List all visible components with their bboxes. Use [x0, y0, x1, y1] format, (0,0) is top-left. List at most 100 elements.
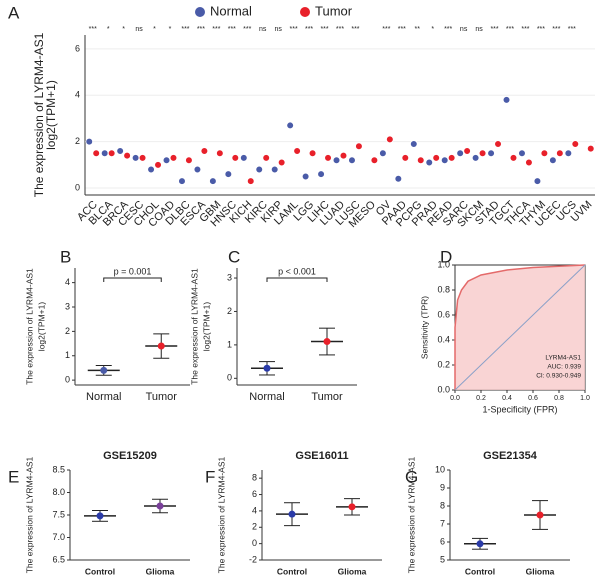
- chart-title: GSE16011: [295, 450, 348, 462]
- median-dot: [131, 153, 140, 162]
- median-dot: [262, 153, 271, 162]
- y-tick-label: 6: [252, 489, 257, 499]
- median-dot: [246, 177, 255, 186]
- bracket: [266, 277, 328, 282]
- significance: ns: [475, 26, 483, 33]
- median-dot: [571, 139, 580, 148]
- median-dot: [293, 146, 302, 155]
- y-tick-label: 6: [75, 43, 80, 53]
- chart-title: GSE21354: [483, 450, 538, 462]
- y-tick-label: 0: [252, 538, 257, 548]
- significance: ***: [382, 26, 390, 33]
- median-dot: [447, 153, 456, 162]
- median-dot: [308, 149, 317, 158]
- median-dot: [208, 177, 217, 186]
- significance: *: [107, 26, 110, 33]
- y-tick-label: 4: [252, 505, 257, 515]
- mean-dot: [288, 510, 296, 518]
- legend-label: Tumor: [315, 3, 353, 18]
- y-tick-label: 0.6: [437, 309, 450, 319]
- x-tick-label: Normal: [86, 391, 121, 403]
- median-dot: [370, 156, 379, 165]
- panel-letter: F: [205, 467, 215, 486]
- significance: ***: [197, 26, 205, 33]
- legend-swatch: [300, 7, 310, 17]
- significance: *: [169, 26, 172, 33]
- y-axis-label: Sensitivity (TPR): [419, 296, 429, 359]
- median-dot: [193, 165, 202, 174]
- median-dot: [184, 156, 193, 165]
- mean-dot: [536, 511, 544, 519]
- mean-dot: [100, 366, 108, 374]
- median-dot: [555, 149, 564, 158]
- y-tick-label: 2: [75, 136, 80, 146]
- significance: ***: [444, 26, 452, 33]
- median-dot: [409, 139, 418, 148]
- significance: ***: [320, 26, 328, 33]
- median-dot: [107, 149, 116, 158]
- legend-text: CI: 0.930-0.949: [536, 373, 581, 380]
- y-tick-label: 8.0: [52, 487, 65, 497]
- y-tick-label: 0: [65, 375, 70, 385]
- mean-dot: [476, 540, 484, 548]
- median-dot: [255, 165, 264, 174]
- y-tick-label: 0.4: [437, 334, 450, 344]
- panel-letter: E: [8, 467, 19, 486]
- x-tick-label: 0.4: [502, 395, 512, 402]
- x-tick-label: Control: [277, 566, 307, 576]
- median-dot: [564, 149, 573, 158]
- p-value: p = 0.001: [114, 266, 152, 276]
- median-dot: [162, 156, 171, 165]
- significance: ***: [181, 26, 189, 33]
- significance: ***: [212, 26, 220, 33]
- y-axis-label: The expression of LYRM4-AS1: [32, 32, 46, 197]
- significance: ***: [243, 26, 251, 33]
- significance: ***: [490, 26, 498, 33]
- median-dot: [147, 165, 156, 174]
- median-dot: [301, 172, 310, 181]
- median-dot: [339, 151, 348, 160]
- p-value: p < 0.001: [278, 266, 316, 276]
- y-tick-label: 2: [65, 326, 70, 336]
- x-tick-label: Glioma: [526, 566, 555, 576]
- median-dot: [502, 95, 511, 104]
- x-tick-label: 0.6: [528, 395, 538, 402]
- y-tick-label: 0.2: [437, 359, 450, 369]
- median-dot: [332, 156, 341, 165]
- y-tick-label: 0.8: [437, 284, 450, 294]
- y-axis-label: The expression of LYRM4-AS1: [216, 456, 226, 573]
- median-dot: [215, 149, 224, 158]
- median-dot: [432, 153, 441, 162]
- median-dot: [463, 146, 472, 155]
- mean-dot: [156, 502, 164, 510]
- median-dot: [116, 146, 125, 155]
- y-tick-label: 1.0: [437, 259, 450, 269]
- median-dot: [385, 135, 394, 144]
- y-tick-label: 6: [440, 536, 445, 546]
- significance: ***: [89, 26, 97, 33]
- significance: *: [431, 26, 434, 33]
- median-dot: [478, 149, 487, 158]
- y-tick-label: 1: [65, 350, 70, 360]
- median-dot: [239, 153, 248, 162]
- median-dot: [401, 153, 410, 162]
- x-tick-label: Glioma: [338, 566, 367, 576]
- significance: ***: [537, 26, 545, 33]
- y-tick-label: 8: [440, 500, 445, 510]
- median-dot: [586, 144, 595, 153]
- x-tick-label: Tumor: [311, 391, 343, 403]
- x-tick-label: Normal: [249, 391, 284, 403]
- significance: ***: [552, 26, 560, 33]
- significance: ***: [506, 26, 514, 33]
- x-tick-label: 1.0: [580, 395, 590, 402]
- significance: ns: [259, 26, 267, 33]
- y-tick-label: 5: [440, 554, 445, 564]
- mean-dot: [348, 503, 356, 511]
- panel-letter: C: [228, 247, 240, 266]
- y-tick-label: 10: [435, 464, 445, 474]
- y-axis-label: The expression of LYRM4-AS1: [406, 456, 416, 573]
- significance: ***: [568, 26, 576, 33]
- median-dot: [92, 149, 101, 158]
- median-dot: [286, 121, 295, 130]
- median-dot: [123, 151, 132, 160]
